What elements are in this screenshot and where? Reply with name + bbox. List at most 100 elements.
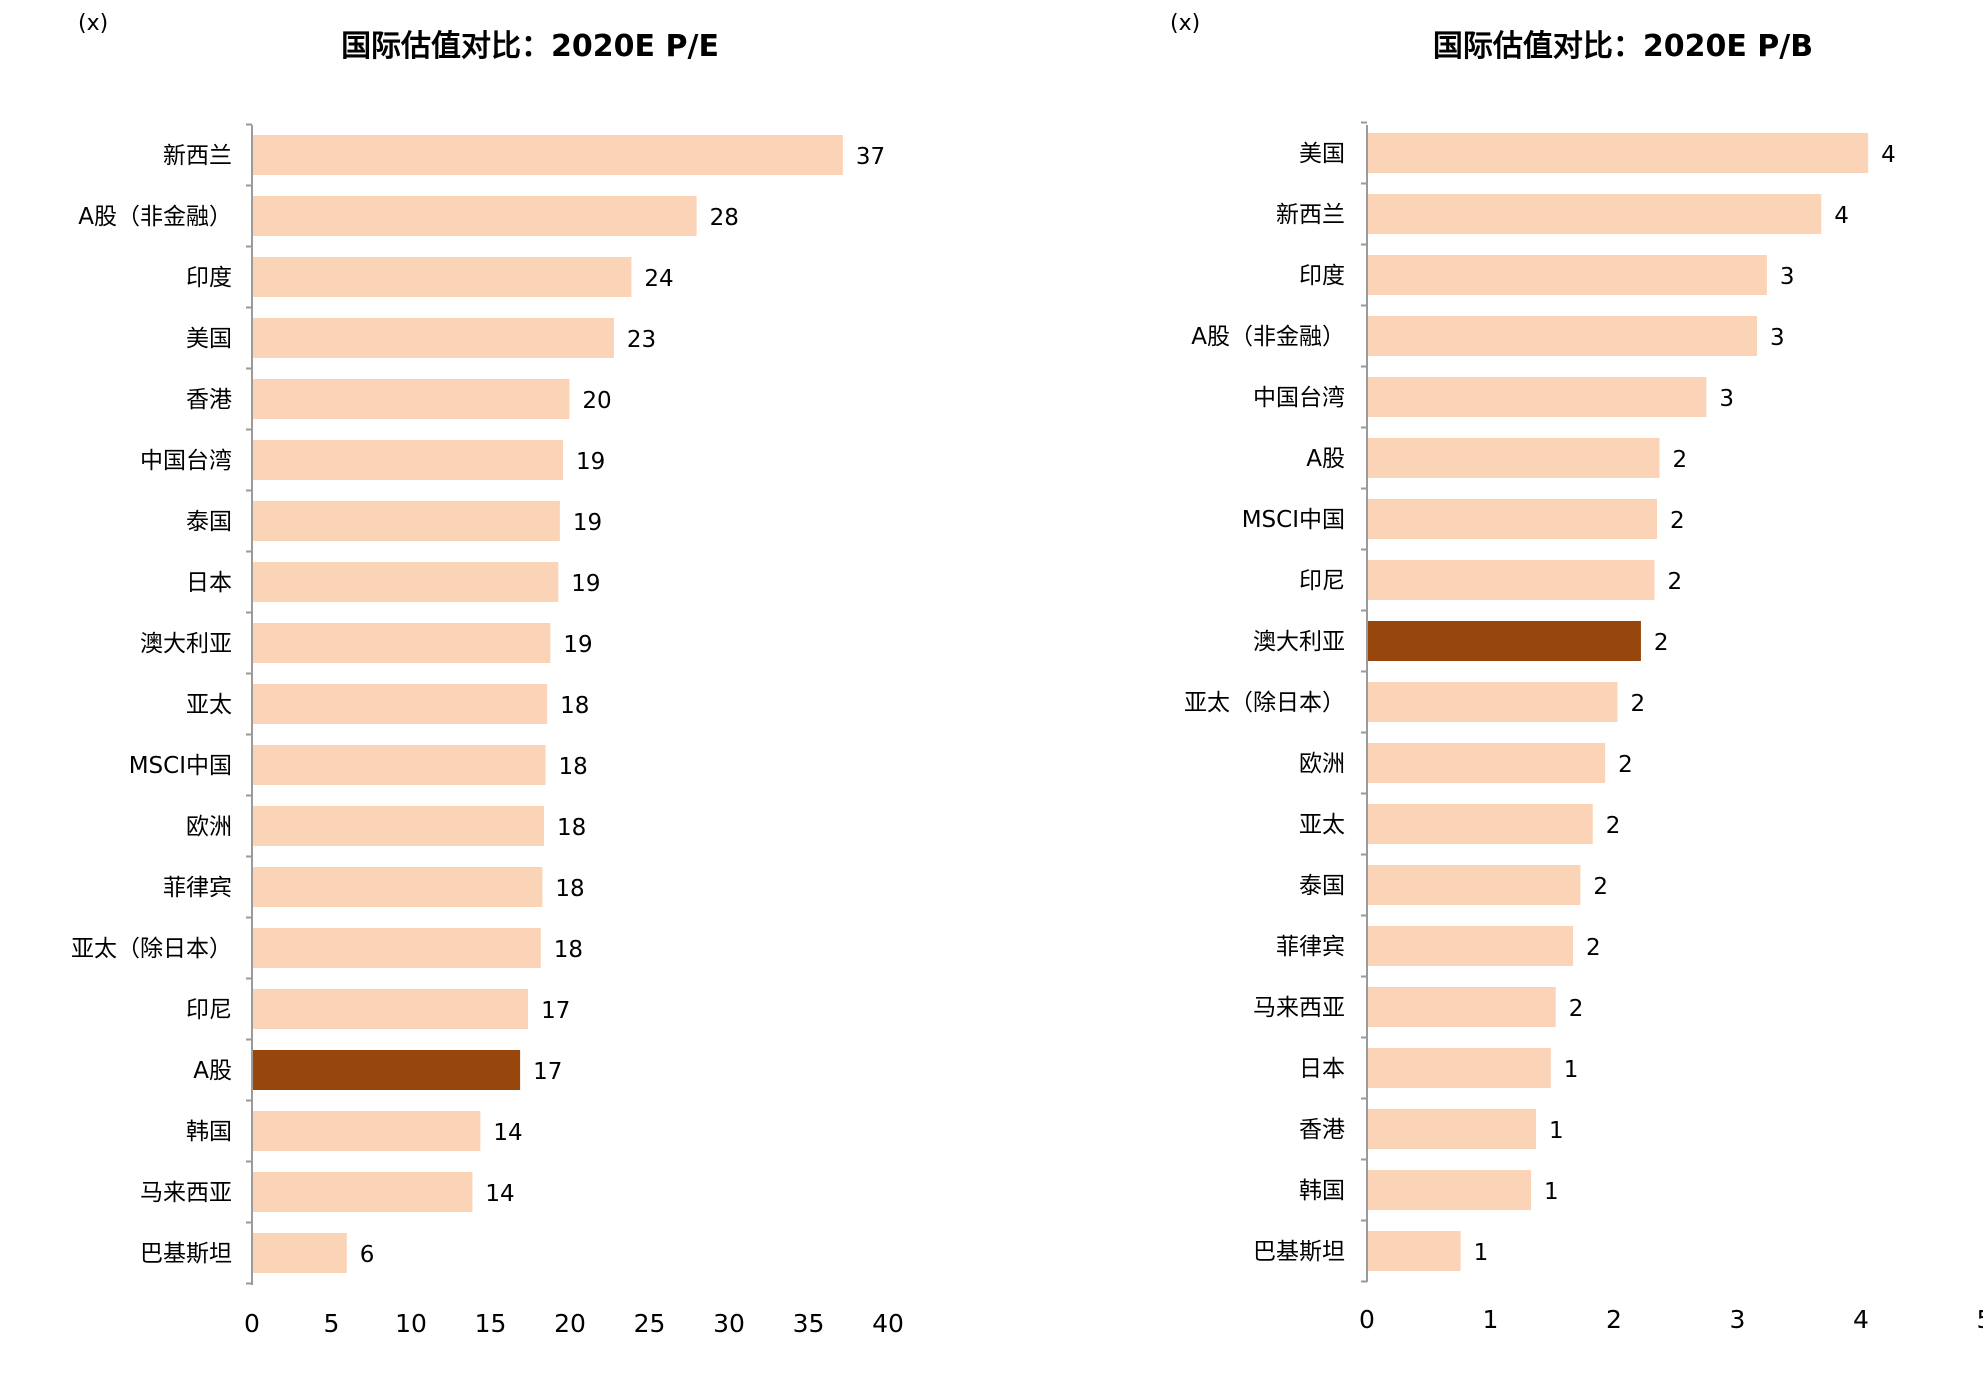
category-label: 香港 [186, 387, 232, 413]
bar [1368, 194, 1822, 234]
x-tick-label: 2 [1606, 1305, 1622, 1334]
bar [253, 1111, 481, 1151]
category-label: A股 [1306, 446, 1345, 472]
value-label: 3 [1780, 264, 1795, 290]
x-tick-label: 35 [793, 1309, 825, 1338]
bar [1368, 133, 1869, 173]
value-label: 3 [1719, 386, 1734, 412]
value-label: 18 [559, 754, 588, 780]
bar [1368, 255, 1767, 295]
unit-label: (x) [1170, 11, 1200, 36]
value-label: 19 [563, 632, 592, 658]
category-label: 亚太 [186, 692, 232, 718]
value-label: 6 [360, 1242, 375, 1268]
bar [1368, 316, 1758, 356]
value-label: 18 [555, 876, 584, 902]
bar [253, 1172, 473, 1212]
category-label: 澳大利亚 [140, 631, 232, 657]
category-label: 欧洲 [186, 814, 232, 840]
category-label: 泰国 [1299, 873, 1345, 899]
category-label: 香港 [1299, 1117, 1345, 1143]
bar [253, 989, 529, 1029]
value-label: 20 [582, 388, 611, 414]
category-label: 新西兰 [163, 143, 232, 169]
category-label: 新西兰 [1276, 202, 1345, 228]
x-tick-label: 15 [475, 1309, 507, 1338]
x-tick-label: 0 [1359, 1305, 1375, 1334]
value-label: 24 [644, 266, 673, 292]
category-label: 美国 [1299, 141, 1345, 167]
bar [1368, 804, 1593, 844]
bar [1368, 926, 1574, 966]
bar [253, 318, 614, 358]
x-tick-label: 3 [1730, 1305, 1746, 1334]
value-label: 14 [493, 1120, 522, 1146]
value-label: 19 [571, 571, 600, 597]
x-tick-label: 10 [395, 1309, 427, 1338]
x-tick-label: 40 [872, 1309, 904, 1338]
bar [253, 135, 843, 175]
bar [1368, 865, 1581, 905]
category-label: 日本 [186, 570, 232, 596]
bar [253, 501, 560, 541]
category-label: 印尼 [186, 997, 232, 1023]
value-label: 2 [1569, 996, 1584, 1022]
bar [253, 928, 541, 968]
category-label: 欧洲 [1299, 751, 1345, 777]
value-label: 18 [557, 815, 586, 841]
category-label: 美国 [186, 326, 232, 352]
value-label: 17 [541, 998, 570, 1024]
category-label: 中国台湾 [1253, 385, 1345, 411]
category-label: 马来西亚 [1253, 995, 1345, 1021]
bar [253, 257, 632, 297]
x-tick-label: 5 [1977, 1305, 1983, 1334]
value-label: 18 [554, 937, 583, 963]
category-label: 澳大利亚 [1253, 629, 1345, 655]
bar [253, 196, 697, 236]
chart-title: 国际估值对比：2020E P/B [1433, 29, 1813, 64]
pe-chart: (x) 国际估值对比：2020E P/E 新西兰 37 A股（非金融） 28 印度 24 美国 2… [71, 11, 904, 1338]
category-label: 中国台湾 [140, 448, 232, 474]
value-label: 17 [533, 1059, 562, 1085]
category-label: 日本 [1299, 1056, 1345, 1082]
pb-chart: (x) 国际估值对比：2020E P/B 美国 4 新西兰 4 印度 3 A股（非金融） 3 中国台… [1170, 11, 1983, 1334]
x-tick-label: 20 [554, 1309, 586, 1338]
value-label: 2 [1668, 569, 1683, 595]
x-tick-label: 4 [1853, 1305, 1869, 1334]
value-label: 1 [1544, 1179, 1559, 1205]
bar [1368, 682, 1618, 722]
bar [1368, 438, 1660, 478]
bar-highlight [253, 1050, 521, 1090]
category-label: 亚太 [1299, 812, 1345, 838]
bar [253, 684, 548, 724]
category-label: 巴基斯坦 [1253, 1239, 1345, 1265]
bar [1368, 499, 1657, 539]
category-label: 韩国 [1299, 1178, 1345, 1204]
bar [253, 623, 551, 663]
category-label: 印度 [186, 265, 232, 291]
bar [1368, 1231, 1461, 1271]
category-label: 菲律宾 [1276, 934, 1345, 960]
value-label: 2 [1670, 508, 1685, 534]
value-label: 2 [1586, 935, 1601, 961]
bar [253, 745, 546, 785]
value-label: 1 [1564, 1057, 1579, 1083]
value-label: 2 [1618, 752, 1633, 778]
category-label: 马来西亚 [140, 1180, 232, 1206]
x-tick-label: 1 [1483, 1305, 1499, 1334]
value-label: 4 [1834, 203, 1849, 229]
x-tick-label: 30 [713, 1309, 745, 1338]
value-label: 2 [1606, 813, 1621, 839]
category-label: 韩国 [186, 1119, 232, 1145]
category-label: MSCI中国 [129, 753, 232, 779]
value-label: 14 [485, 1181, 514, 1207]
category-label: 亚太（除日本） [1184, 690, 1345, 716]
category-label: 泰国 [186, 509, 232, 535]
category-label: A股 [193, 1058, 232, 1084]
bar [253, 562, 559, 602]
value-label: 1 [1474, 1240, 1489, 1266]
value-label: 2 [1593, 874, 1608, 900]
category-label: MSCI中国 [1242, 507, 1345, 533]
unit-label: (x) [78, 11, 108, 36]
